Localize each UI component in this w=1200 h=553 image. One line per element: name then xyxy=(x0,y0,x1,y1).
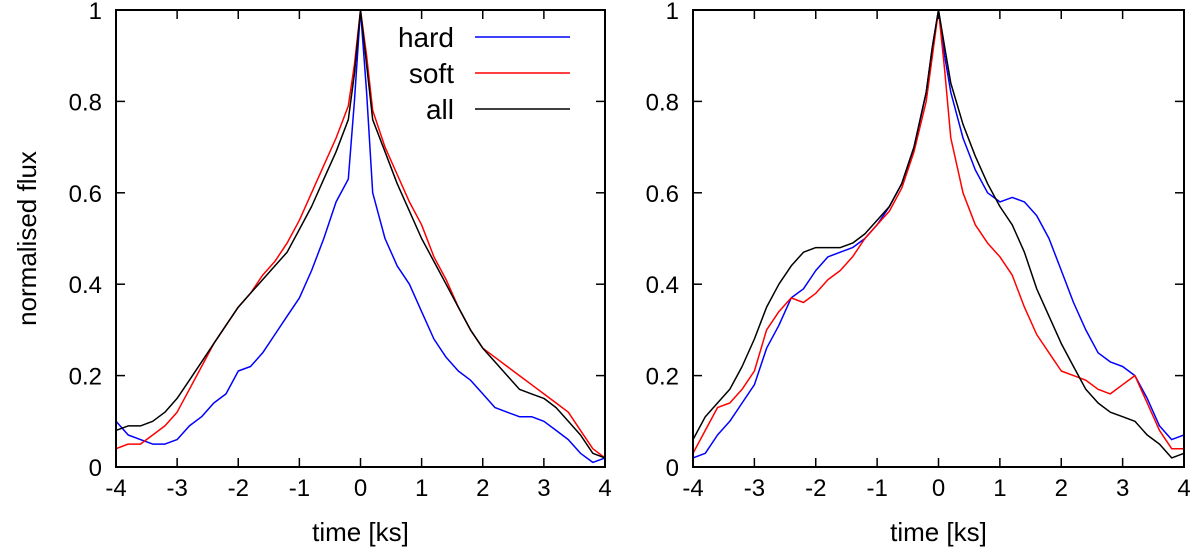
y-tick-label: 0.4 xyxy=(69,272,102,299)
series-0-series-line xyxy=(693,10,1184,459)
y-tick-label: 0.8 xyxy=(646,89,679,116)
x-tick-label: -2 xyxy=(805,475,826,502)
x-tick-label: 1 xyxy=(993,475,1006,502)
series-2-series-line xyxy=(693,10,1184,459)
x-tick-label: -1 xyxy=(289,475,310,502)
x-tick-label: -3 xyxy=(744,475,765,502)
y-tick-label: 0.6 xyxy=(646,181,679,208)
x-tick-label: 3 xyxy=(1116,475,1129,502)
x-tick-label: 4 xyxy=(598,475,611,502)
x-tick-label: 2 xyxy=(1055,475,1068,502)
legend-label-all: all xyxy=(426,94,454,125)
y-tick-label: 0 xyxy=(666,455,679,482)
x-tick-label: -1 xyxy=(866,475,887,502)
soft-series-line xyxy=(116,10,605,459)
series-1-series-line xyxy=(693,10,1184,454)
y-tick-label: 0.2 xyxy=(69,364,102,391)
x-tick-label: 0 xyxy=(932,475,945,502)
plot-frame xyxy=(692,9,1185,468)
legend-label-soft: soft xyxy=(409,58,454,89)
x-tick-label: -3 xyxy=(166,475,187,502)
x-tick-label: 0 xyxy=(354,475,367,502)
y-tick-label: 0 xyxy=(89,455,102,482)
x-tick-label: -4 xyxy=(682,475,703,502)
plot-frame xyxy=(115,9,606,468)
x-axis-label: time [ks] xyxy=(312,517,409,547)
x-tick-label: -2 xyxy=(228,475,249,502)
x-axis-label: time [ks] xyxy=(890,517,987,547)
y-tick-label: 1 xyxy=(89,0,102,25)
x-tick-label: 2 xyxy=(476,475,489,502)
hard-series-line xyxy=(116,10,605,464)
x-tick-label: 4 xyxy=(1177,475,1190,502)
y-tick-label: 0.8 xyxy=(69,89,102,116)
y-tick-label: 0.4 xyxy=(646,272,679,299)
y-tick-label: 1 xyxy=(666,0,679,25)
x-tick-label: -4 xyxy=(105,475,126,502)
x-tick-label: 1 xyxy=(415,475,428,502)
y-tick-label: 0.2 xyxy=(646,364,679,391)
y-axis-label: normalised flux xyxy=(12,151,42,326)
all-series-line xyxy=(116,10,605,459)
x-tick-label: 3 xyxy=(537,475,550,502)
y-tick-label: 0.6 xyxy=(69,181,102,208)
legend-label-hard: hard xyxy=(398,22,454,53)
